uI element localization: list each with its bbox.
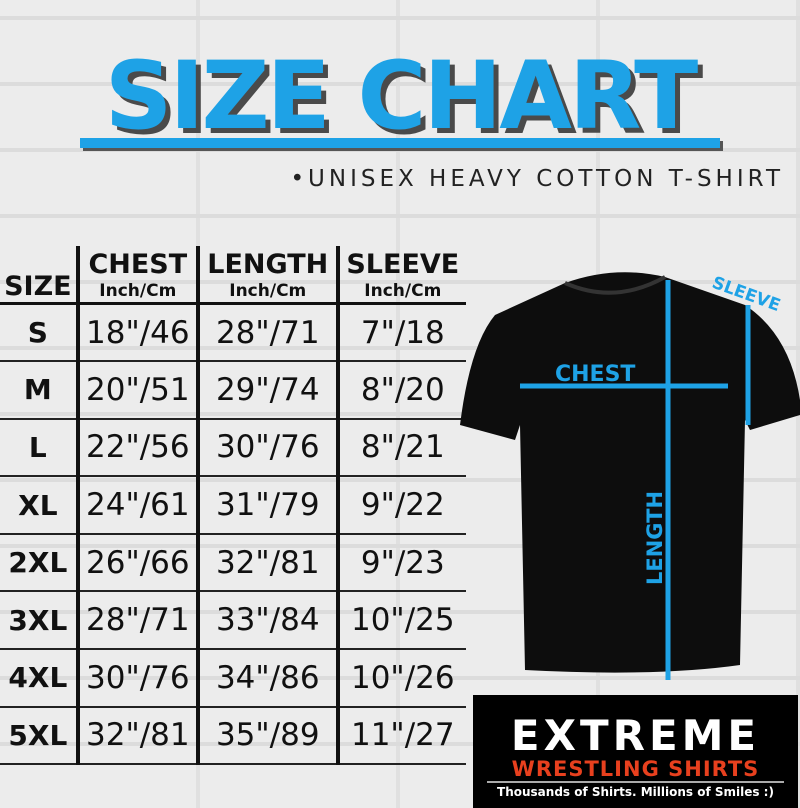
cell-chest: 28"/71 bbox=[75, 591, 198, 651]
cell-size: XL bbox=[0, 476, 78, 535]
cell-sleeve: 11"/27 bbox=[335, 706, 466, 766]
cell-sleeve: 9"/23 bbox=[335, 533, 466, 593]
cell-chest: 20"/51 bbox=[75, 361, 198, 420]
cell-chest: 30"/76 bbox=[75, 649, 198, 708]
table-row: XL 24"/61 31"/79 9"/22 bbox=[0, 476, 466, 535]
cell-length: 34"/86 bbox=[195, 649, 338, 708]
tshirt-icon bbox=[460, 272, 800, 673]
brand-logo: EXTREME WRESTLING SHIRTS Thousands of Sh… bbox=[473, 695, 798, 808]
logo-line2: WRESTLING SHIRTS bbox=[487, 757, 784, 783]
cell-length: 28"/71 bbox=[195, 303, 338, 363]
sleeve-unit: Inch/Cm bbox=[335, 280, 466, 305]
size-table: SIZE CHEST LENGTH SLEEVE Inch/Cm Inch/Cm… bbox=[0, 246, 466, 766]
cell-length: 32"/81 bbox=[195, 533, 338, 593]
cell-length: 31"/79 bbox=[195, 476, 338, 535]
cell-length: 30"/76 bbox=[195, 418, 338, 478]
table-row: M 20"/51 29"/74 8"/20 bbox=[0, 361, 466, 420]
chest-unit: Inch/Cm bbox=[75, 280, 198, 305]
cell-size: 5XL bbox=[0, 706, 78, 766]
page-title: SIZE CHART bbox=[104, 42, 698, 151]
logo-line1: EXTREME bbox=[510, 711, 761, 760]
cell-chest: 22"/56 bbox=[75, 418, 198, 478]
cell-chest: 32"/81 bbox=[75, 706, 198, 766]
cell-length: 35"/89 bbox=[195, 706, 338, 766]
subtitle: •UNISEX HEAVY COTTON T-SHIRT bbox=[290, 166, 784, 192]
table-row: 5XL 32"/81 35"/89 11"/27 bbox=[0, 706, 466, 766]
cell-size: 3XL bbox=[0, 591, 78, 651]
tshirt-diagram: CHEST LENGTH SLEEVE bbox=[460, 272, 800, 680]
table-row: 4XL 30"/76 34"/86 10"/26 bbox=[0, 649, 466, 708]
cell-size: S bbox=[0, 303, 78, 363]
size-header: SIZE bbox=[0, 246, 78, 305]
cell-sleeve: 7"/18 bbox=[335, 303, 466, 363]
cell-size: 2XL bbox=[0, 533, 78, 593]
cell-chest: 24"/61 bbox=[75, 476, 198, 535]
length-label: LENGTH bbox=[643, 491, 667, 585]
cell-size: M bbox=[0, 361, 78, 420]
table-row: S 18"/46 28"/71 7"/18 bbox=[0, 303, 466, 363]
chest-header: CHEST bbox=[75, 246, 198, 280]
cell-size: 4XL bbox=[0, 649, 78, 708]
logo-tagline: Thousands of Shirts. Millions of Smiles … bbox=[497, 785, 774, 799]
length-unit: Inch/Cm bbox=[195, 280, 338, 305]
cell-sleeve: 10"/26 bbox=[335, 649, 466, 708]
cell-sleeve: 8"/20 bbox=[335, 361, 466, 420]
table-row: L 22"/56 30"/76 8"/21 bbox=[0, 418, 466, 478]
cell-sleeve: 10"/25 bbox=[335, 591, 466, 651]
title-underline bbox=[80, 138, 720, 148]
table-row: 2XL 26"/66 32"/81 9"/23 bbox=[0, 533, 466, 593]
cell-length: 29"/74 bbox=[195, 361, 338, 420]
cell-sleeve: 9"/22 bbox=[335, 476, 466, 535]
cell-sleeve: 8"/21 bbox=[335, 418, 466, 478]
chest-label: CHEST bbox=[555, 362, 635, 387]
cell-size: L bbox=[0, 418, 78, 478]
cell-chest: 18"/46 bbox=[75, 303, 198, 363]
cell-length: 33"/84 bbox=[195, 591, 338, 651]
length-header: LENGTH bbox=[195, 246, 338, 280]
table-row: 3XL 28"/71 33"/84 10"/25 bbox=[0, 591, 466, 651]
sleeve-header: SLEEVE bbox=[335, 246, 466, 280]
cell-chest: 26"/66 bbox=[75, 533, 198, 593]
